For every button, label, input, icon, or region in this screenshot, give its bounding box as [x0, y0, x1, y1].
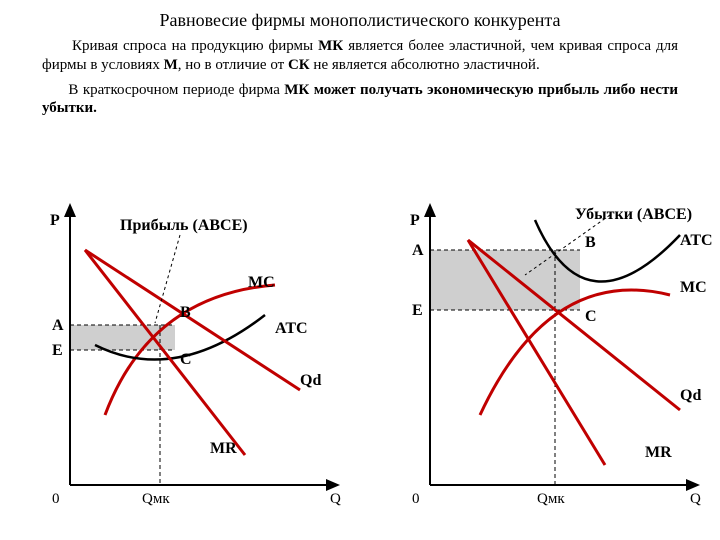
y-label: P — [50, 212, 60, 229]
qd-line — [85, 250, 300, 390]
x-label: Q — [690, 491, 701, 507]
paragraph-1: Кривая спроса на продукцию фирмы МК явля… — [0, 31, 720, 75]
right-chart: P 0 Q Qмк A E B C Убытки (ABCE) MC ATC Qd MR — [410, 206, 713, 507]
mc-label: MC — [680, 279, 707, 296]
qd-label: Qd — [680, 387, 701, 404]
E-label: E — [412, 302, 423, 319]
qmk-label: Qмк — [537, 491, 565, 507]
qmk-label: Qмк — [142, 491, 170, 507]
B-label: B — [180, 304, 191, 321]
mr-line — [85, 250, 245, 455]
A-label: A — [412, 242, 424, 259]
C-label: C — [585, 308, 597, 325]
paragraph-2: В краткосрочном периоде фирма МК может п… — [0, 75, 720, 119]
A-label: A — [52, 317, 64, 334]
atc-label: ATC — [275, 320, 308, 337]
profit-label: Прибыль (ABCE) — [120, 217, 248, 234]
loss-label: Убытки (ABCE) — [575, 206, 692, 223]
qd-label: Qd — [300, 372, 321, 389]
left-chart: P 0 Q Qмк AE B C Прибыль (ABCE) MC ATC Qd MR — [50, 212, 341, 507]
mc-label: MC — [248, 274, 275, 291]
origin-label: 0 — [52, 491, 60, 507]
mr-label: MR — [645, 444, 672, 461]
page-title: Равновесие фирмы монополистического конк… — [0, 0, 720, 31]
x-label: Q — [330, 491, 341, 507]
C-label: C — [180, 351, 192, 368]
charts-container: P0QQмкAEBCПрибыль (ABCE)MCATCQdMR P0QQмк… — [0, 195, 720, 535]
mr-label: MR — [210, 440, 237, 457]
y-label: P — [410, 212, 420, 229]
charts-svg: P0QQмкAEBCПрибыль (ABCE)MCATCQdMR P0QQмк… — [0, 195, 720, 535]
B-label: B — [585, 234, 596, 251]
atc-label: ATC — [680, 232, 713, 249]
origin-label: 0 — [412, 491, 420, 507]
E-label: E — [52, 342, 63, 359]
